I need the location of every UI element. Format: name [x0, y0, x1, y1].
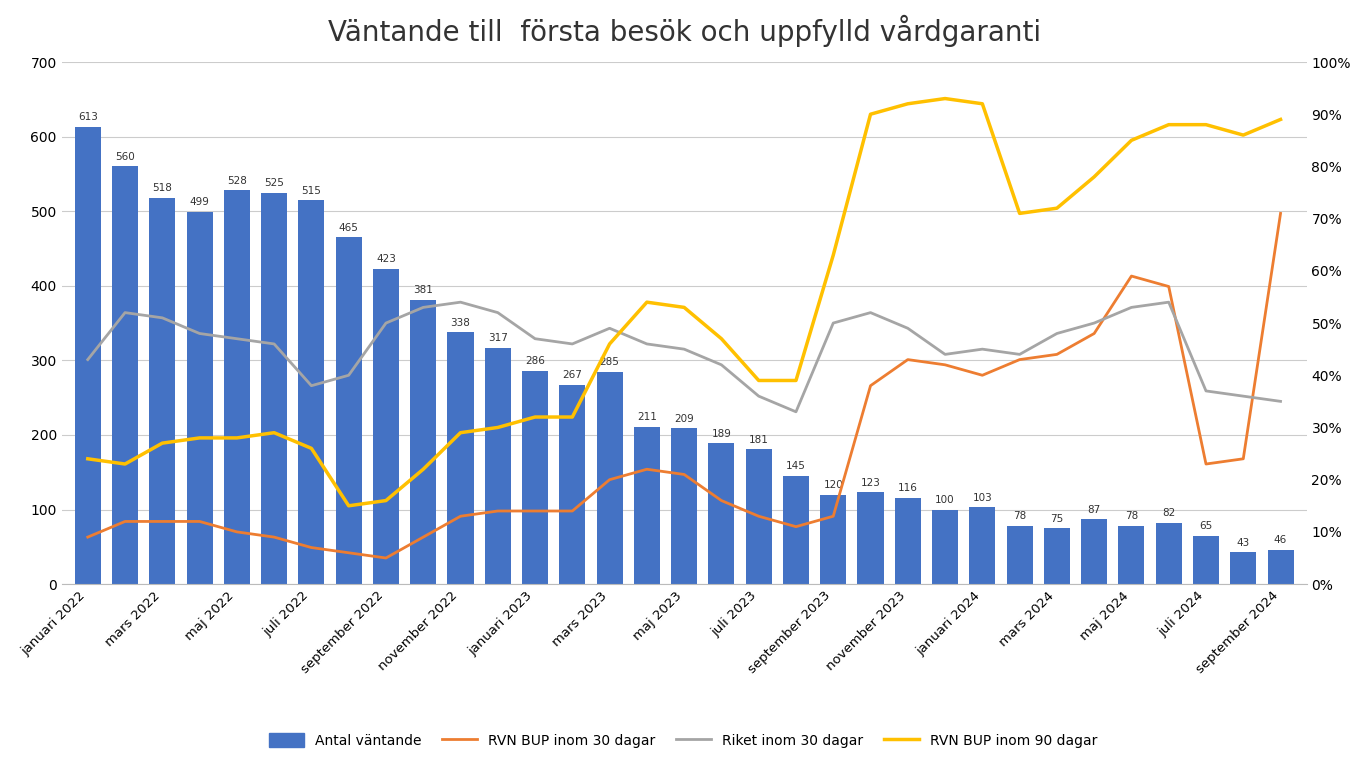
Text: 87: 87: [1087, 505, 1101, 515]
Text: 120: 120: [824, 480, 843, 490]
Bar: [298, 200, 325, 584]
Bar: [149, 197, 175, 584]
Legend: Antal väntande, RVN BUP inom 30 dagar, Riket inom 30 dagar, RVN BUP inom 90 daga: Antal väntande, RVN BUP inom 30 dagar, R…: [264, 727, 1102, 753]
Text: 528: 528: [227, 176, 247, 186]
Bar: [895, 498, 921, 584]
Text: 181: 181: [749, 435, 769, 445]
Text: 518: 518: [153, 184, 172, 194]
Text: 423: 423: [376, 254, 396, 264]
Bar: [112, 167, 138, 584]
Text: 78: 78: [1124, 511, 1138, 521]
Bar: [1156, 523, 1182, 584]
Text: 267: 267: [563, 370, 582, 380]
Bar: [448, 332, 474, 584]
Bar: [261, 193, 287, 584]
Bar: [1268, 550, 1294, 584]
Text: 613: 613: [78, 112, 98, 122]
Bar: [75, 127, 101, 584]
Text: 78: 78: [1014, 511, 1026, 521]
Bar: [634, 427, 660, 584]
Bar: [1081, 519, 1108, 584]
Bar: [224, 190, 250, 584]
Text: 100: 100: [936, 495, 955, 505]
Bar: [1007, 526, 1033, 584]
Bar: [559, 385, 586, 584]
Text: 499: 499: [190, 197, 209, 207]
Text: 515: 515: [302, 186, 321, 196]
Text: 75: 75: [1050, 514, 1064, 524]
Bar: [522, 371, 548, 584]
Text: 123: 123: [861, 478, 881, 488]
Bar: [746, 449, 772, 584]
Text: 43: 43: [1236, 538, 1250, 548]
Text: 116: 116: [897, 483, 918, 493]
Text: 286: 286: [525, 356, 545, 366]
Bar: [970, 508, 996, 584]
Bar: [671, 429, 697, 584]
Bar: [858, 492, 884, 584]
Text: 465: 465: [339, 223, 359, 233]
Bar: [709, 443, 735, 584]
Text: 209: 209: [675, 414, 694, 424]
Text: 381: 381: [414, 286, 433, 296]
Text: 65: 65: [1199, 521, 1213, 531]
Bar: [410, 300, 436, 584]
Bar: [187, 212, 213, 584]
Text: 560: 560: [115, 152, 135, 162]
Bar: [485, 348, 511, 584]
Text: 82: 82: [1162, 508, 1175, 518]
Bar: [1193, 535, 1218, 584]
Title: Väntande till  första besök och uppfylld vårdgaranti: Väntande till första besök och uppfylld …: [328, 15, 1041, 47]
Text: 525: 525: [264, 178, 284, 188]
Bar: [820, 495, 847, 584]
Text: 103: 103: [973, 493, 992, 503]
Bar: [1231, 552, 1257, 584]
Text: 211: 211: [637, 412, 657, 422]
Text: 285: 285: [600, 357, 620, 367]
Text: 46: 46: [1274, 535, 1287, 545]
Bar: [1119, 526, 1145, 584]
Bar: [373, 269, 399, 584]
Bar: [1044, 528, 1070, 584]
Text: 145: 145: [785, 462, 806, 472]
Text: 317: 317: [488, 333, 508, 343]
Bar: [336, 237, 362, 584]
Bar: [932, 509, 958, 584]
Text: 338: 338: [451, 317, 470, 327]
Bar: [783, 476, 809, 584]
Bar: [597, 372, 623, 584]
Text: 189: 189: [712, 429, 731, 439]
